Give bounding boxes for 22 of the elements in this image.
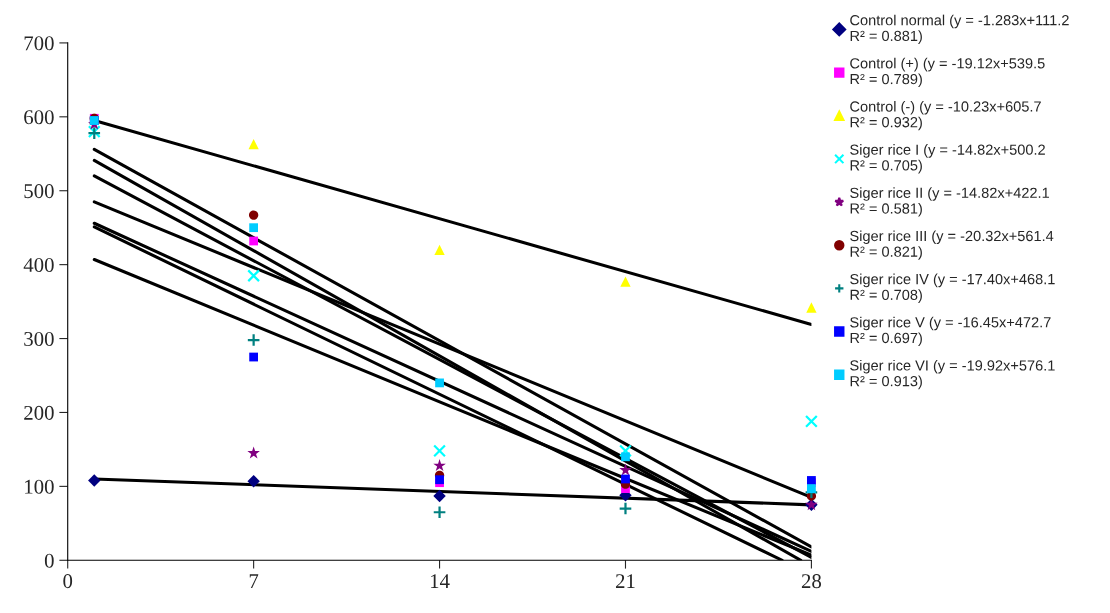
y-tick-label: 700 — [24, 36, 54, 51]
x-tick-label: 14 — [430, 574, 450, 588]
legend-label: Siger rice III (y = -20.32x+561.4 R² = 0.821) — [850, 230, 1054, 260]
legend-label: Siger rice VI (y = -19.92x+576.1 R² = 0.913) — [850, 359, 1055, 390]
legend-label: Siger rice I (y = -14.82x+500.2 R² = 0.705) — [850, 144, 1045, 174]
legend-label: Control normal (y = -1.283x+111.2 R² = 0.881) — [850, 14, 1069, 44]
legend-label: Siger rice II (y = -14.82x+422.1 R² = 0.581) — [850, 187, 1049, 217]
y-tick-label: 200 — [24, 405, 54, 420]
x-tick-label: 7 — [249, 574, 259, 588]
y-tick-label: 100 — [25, 479, 54, 494]
y-tick-label: 0 — [44, 553, 54, 568]
x-tick-label: 21 — [615, 574, 635, 588]
y-tick-label: 600 — [24, 110, 54, 125]
x-tick-label: 28 — [801, 574, 822, 589]
x-tick-label: 0 — [63, 574, 73, 589]
legend-label: Siger rice IV (y = -17.40x+468.1 R² = 0.708) — [850, 273, 1055, 303]
y-tick-label: 500 — [24, 184, 54, 199]
legend-label: Control (+) (y = -19.12x+539.5 R² = 0.789) — [850, 57, 1045, 88]
y-tick-label: 300 — [24, 331, 54, 346]
legend-label: Siger rice V (y = -16.45x+472.7 R² = 0.697) — [850, 316, 1051, 347]
legend-label: Control (-) (y = -10.23x+605.7 R² = 0.932) — [850, 100, 1041, 131]
y-tick-label: 400 — [23, 258, 54, 273]
